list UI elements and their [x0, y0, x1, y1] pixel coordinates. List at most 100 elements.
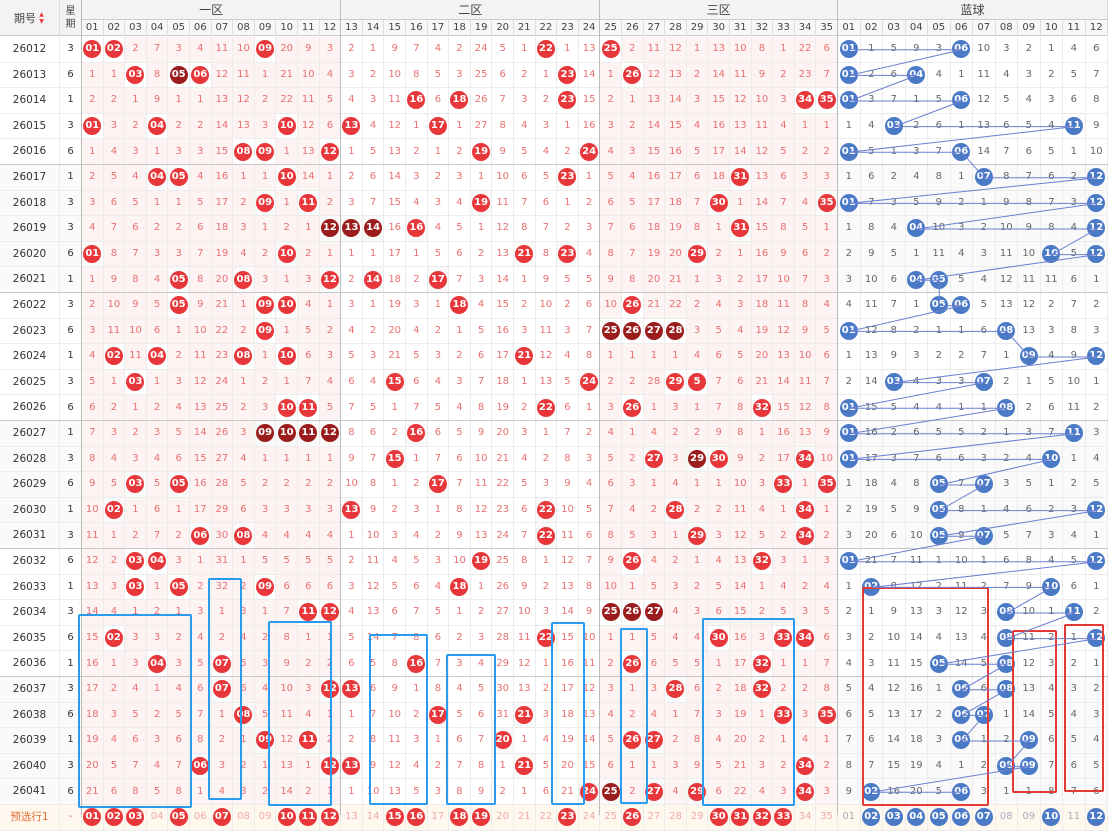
prediction-red-cell[interactable]: 15 — [384, 805, 406, 831]
prediction-red-cell[interactable]: 02 — [104, 805, 126, 831]
red-cell: 3 — [147, 421, 169, 447]
prediction-blue-ball[interactable]: 07 — [975, 808, 993, 826]
prediction-blue-cell[interactable]: 08 — [996, 805, 1019, 831]
prediction-red-cell[interactable]: 07 — [212, 805, 234, 831]
prediction-red-cell[interactable]: 23 — [557, 805, 579, 831]
prediction-red-cell[interactable]: 24 — [579, 805, 601, 831]
prediction-red-number[interactable]: 35 — [820, 812, 833, 822]
prediction-red-number[interactable]: 14 — [367, 812, 380, 822]
prediction-blue-number[interactable]: 09 — [1022, 812, 1035, 822]
prediction-red-ball[interactable]: 12 — [321, 808, 339, 826]
prediction-blue-cell[interactable]: 11 — [1063, 805, 1086, 831]
prediction-blue-cell[interactable]: 02 — [861, 805, 884, 831]
prediction-blue-cell[interactable]: 01 — [838, 805, 861, 831]
prediction-red-cell[interactable]: 03 — [125, 805, 147, 831]
sort-icon[interactable]: ▲▼ — [38, 11, 45, 25]
prediction-red-number[interactable]: 21 — [518, 812, 531, 822]
prediction-blue-cell[interactable]: 07 — [973, 805, 996, 831]
prediction-red-number[interactable]: 20 — [496, 812, 509, 822]
prediction-red-number[interactable]: 06 — [194, 812, 207, 822]
prediction-red-cell[interactable]: 28 — [665, 805, 687, 831]
prediction-red-ball[interactable]: 11 — [299, 808, 317, 826]
prediction-red-cell[interactable]: 19 — [471, 805, 493, 831]
prediction-blue-ball[interactable]: 02 — [862, 808, 880, 826]
prediction-red-ball[interactable]: 19 — [472, 808, 490, 826]
prediction-red-cell[interactable]: 32 — [752, 805, 774, 831]
prediction-red-number[interactable]: 25 — [604, 812, 617, 822]
prediction-blue-cell[interactable]: 05 — [928, 805, 951, 831]
prediction-blue-cell[interactable]: 10 — [1041, 805, 1064, 831]
prediction-red-number[interactable]: 29 — [691, 812, 704, 822]
prediction-red-number[interactable]: 27 — [648, 812, 661, 822]
prediction-row-label[interactable]: 预选行1 — [0, 805, 60, 831]
prediction-red-cell[interactable]: 17 — [428, 805, 450, 831]
issue-column-header[interactable]: 期号▲▼ — [0, 0, 60, 36]
prediction-red-number[interactable]: 22 — [540, 812, 553, 822]
prediction-red-cell[interactable]: 25 — [600, 805, 622, 831]
prediction-red-number[interactable]: 09 — [259, 812, 272, 822]
prediction-red-number[interactable]: 13 — [345, 812, 358, 822]
prediction-red-cell[interactable]: 29 — [687, 805, 709, 831]
prediction-red-number[interactable]: 24 — [583, 812, 596, 822]
prediction-blue-cell[interactable]: 03 — [883, 805, 906, 831]
prediction-red-ball[interactable]: 18 — [450, 808, 468, 826]
prediction-blue-number[interactable]: 11 — [1067, 812, 1080, 822]
prediction-red-ball[interactable]: 23 — [558, 808, 576, 826]
prediction-red-cell[interactable]: 18 — [449, 805, 471, 831]
prediction-red-ball[interactable]: 03 — [126, 808, 144, 826]
prediction-red-number[interactable]: 04 — [151, 812, 164, 822]
prediction-red-ball[interactable]: 15 — [386, 808, 404, 826]
prediction-blue-number[interactable]: 01 — [842, 812, 855, 822]
prediction-red-ball[interactable]: 32 — [753, 808, 771, 826]
prediction-red-cell[interactable]: 22 — [536, 805, 558, 831]
prediction-blue-cell[interactable]: 12 — [1086, 805, 1108, 831]
prediction-red-cell[interactable]: 35 — [816, 805, 838, 831]
prediction-red-cell[interactable]: 04 — [147, 805, 169, 831]
prediction-red-cell[interactable]: 01 — [82, 805, 104, 831]
prediction-red-cell[interactable]: 12 — [320, 805, 342, 831]
prediction-red-ball[interactable]: 05 — [170, 808, 188, 826]
red-ball: 5 — [688, 373, 706, 391]
prediction-red-cell[interactable]: 30 — [708, 805, 730, 831]
prediction-red-cell[interactable]: 11 — [298, 805, 320, 831]
prediction-red-cell[interactable]: 16 — [406, 805, 428, 831]
prediction-red-cell[interactable]: 20 — [492, 805, 514, 831]
prediction-blue-cell[interactable]: 04 — [906, 805, 929, 831]
prediction-red-ball[interactable]: 31 — [731, 808, 749, 826]
prediction-red-number[interactable]: 28 — [669, 812, 682, 822]
prediction-red-cell[interactable]: 27 — [644, 805, 666, 831]
prediction-red-cell[interactable]: 09 — [255, 805, 277, 831]
prediction-blue-ball[interactable]: 12 — [1087, 808, 1105, 826]
prediction-red-cell[interactable]: 10 — [276, 805, 298, 831]
prediction-red-ball[interactable]: 26 — [623, 808, 641, 826]
prediction-red-cell[interactable]: 34 — [795, 805, 817, 831]
prediction-red-number[interactable]: 34 — [799, 812, 812, 822]
prediction-red-cell[interactable]: 21 — [514, 805, 536, 831]
prediction-red-ball[interactable]: 16 — [407, 808, 425, 826]
prediction-blue-ball[interactable]: 10 — [1042, 808, 1060, 826]
prediction-red-cell[interactable]: 14 — [363, 805, 385, 831]
prediction-red-ball[interactable]: 10 — [278, 808, 296, 826]
prediction-red-cell[interactable]: 08 — [233, 805, 255, 831]
prediction-red-cell[interactable]: 31 — [730, 805, 752, 831]
prediction-red-cell[interactable]: 33 — [773, 805, 795, 831]
prediction-red-ball[interactable]: 33 — [774, 808, 792, 826]
prediction-red-ball[interactable]: 07 — [213, 808, 231, 826]
prediction-red-number[interactable]: 17 — [432, 812, 445, 822]
prediction-blue-cell[interactable]: 06 — [951, 805, 974, 831]
prediction-blue-ball[interactable]: 04 — [907, 808, 925, 826]
prediction-blue-ball[interactable]: 03 — [885, 808, 903, 826]
prediction-blue-ball[interactable]: 06 — [952, 808, 970, 826]
prediction-red-cell[interactable]: 13 — [341, 805, 363, 831]
prediction-red-cell[interactable]: 26 — [622, 805, 644, 831]
prediction-blue-cell[interactable]: 09 — [1018, 805, 1041, 831]
prediction-red-number[interactable]: 08 — [237, 812, 250, 822]
prediction-red-cell[interactable]: 06 — [190, 805, 212, 831]
red-miss-count: 9 — [111, 275, 117, 285]
prediction-red-cell[interactable]: 05 — [168, 805, 190, 831]
prediction-blue-ball[interactable]: 05 — [930, 808, 948, 826]
prediction-red-ball[interactable]: 01 — [83, 808, 101, 826]
prediction-red-ball[interactable]: 02 — [105, 808, 123, 826]
prediction-red-ball[interactable]: 30 — [710, 808, 728, 826]
prediction-blue-number[interactable]: 08 — [1000, 812, 1013, 822]
